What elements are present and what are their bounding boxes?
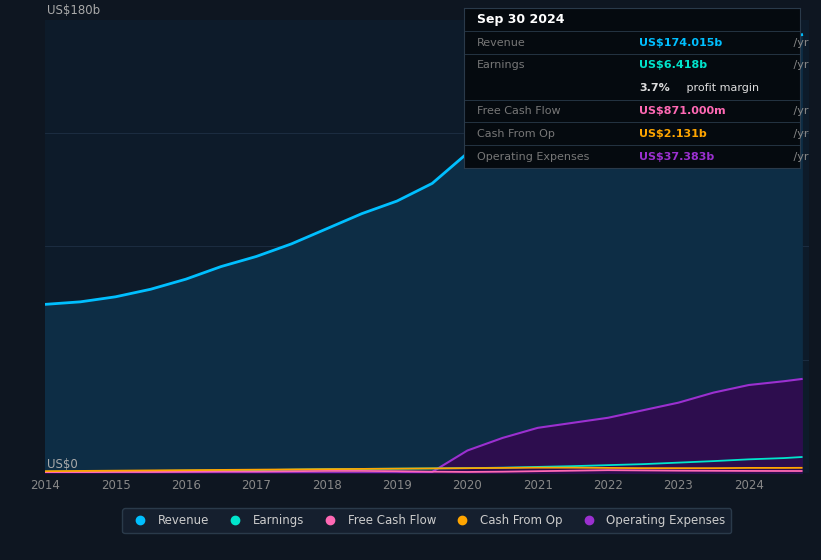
Text: US$37.383b: US$37.383b: [639, 152, 714, 162]
Text: Operating Expenses: Operating Expenses: [477, 152, 589, 162]
Text: US$0: US$0: [47, 458, 77, 471]
Text: /yr: /yr: [791, 38, 809, 48]
Text: Sep 30 2024: Sep 30 2024: [477, 13, 565, 26]
Text: 3.7%: 3.7%: [639, 83, 670, 93]
Text: Cash From Op: Cash From Op: [477, 129, 555, 139]
Text: /yr: /yr: [791, 129, 809, 139]
Text: /yr: /yr: [791, 152, 809, 162]
Text: /yr: /yr: [791, 60, 809, 71]
Legend: Revenue, Earnings, Free Cash Flow, Cash From Op, Operating Expenses: Revenue, Earnings, Free Cash Flow, Cash …: [122, 508, 732, 533]
Text: US$6.418b: US$6.418b: [639, 60, 707, 71]
Text: US$180b: US$180b: [47, 4, 100, 17]
Text: /yr: /yr: [791, 106, 809, 116]
Text: Free Cash Flow: Free Cash Flow: [477, 106, 561, 116]
Text: Earnings: Earnings: [477, 60, 525, 71]
Text: US$871.000m: US$871.000m: [639, 106, 726, 116]
Text: Revenue: Revenue: [477, 38, 526, 48]
Text: US$2.131b: US$2.131b: [639, 129, 707, 139]
Text: profit margin: profit margin: [683, 83, 759, 93]
Text: US$174.015b: US$174.015b: [639, 38, 722, 48]
